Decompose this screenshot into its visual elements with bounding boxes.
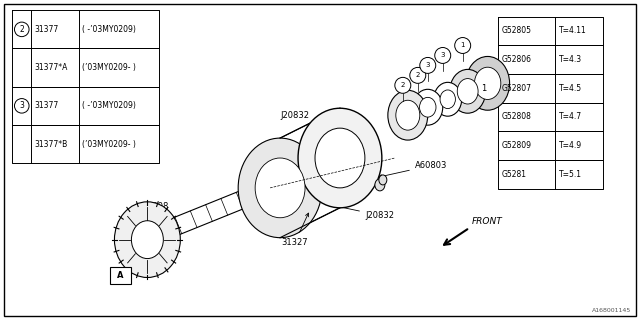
Text: A168001145: A168001145 xyxy=(592,308,631,313)
Text: G52807: G52807 xyxy=(502,84,532,93)
Ellipse shape xyxy=(413,89,443,125)
Text: T=4.3: T=4.3 xyxy=(559,55,582,64)
Ellipse shape xyxy=(238,138,322,238)
Circle shape xyxy=(15,22,29,36)
Text: A: A xyxy=(117,271,124,280)
Circle shape xyxy=(420,58,436,73)
Ellipse shape xyxy=(474,67,501,100)
Text: (’03MY0209- ): (’03MY0209- ) xyxy=(82,63,136,72)
Ellipse shape xyxy=(315,128,365,188)
Circle shape xyxy=(15,99,29,113)
Text: ( -’03MY0209): ( -’03MY0209) xyxy=(82,25,136,34)
Text: 31377*A: 31377*A xyxy=(35,63,68,72)
Text: 31377: 31377 xyxy=(35,25,59,34)
Text: G5281: G5281 xyxy=(502,170,527,179)
Text: T=4.5: T=4.5 xyxy=(559,84,582,93)
Text: T=4.7: T=4.7 xyxy=(559,113,582,122)
Text: G52806: G52806 xyxy=(502,55,532,64)
Text: A60803: A60803 xyxy=(378,161,447,178)
Text: 3: 3 xyxy=(440,52,445,59)
Text: 1: 1 xyxy=(460,43,465,49)
Circle shape xyxy=(475,79,493,97)
Ellipse shape xyxy=(379,175,387,185)
Ellipse shape xyxy=(388,90,428,140)
Text: 31377*B: 31377*B xyxy=(35,140,68,148)
Text: 2: 2 xyxy=(415,72,420,78)
Text: 15008: 15008 xyxy=(142,202,168,211)
Text: G52808: G52808 xyxy=(502,113,531,122)
Ellipse shape xyxy=(298,108,382,208)
Text: ( -’03MY0209): ( -’03MY0209) xyxy=(82,101,136,110)
Ellipse shape xyxy=(466,56,509,110)
Text: 1: 1 xyxy=(481,84,486,93)
Text: G52809: G52809 xyxy=(502,141,532,150)
Text: (’03MY0209- ): (’03MY0209- ) xyxy=(82,140,136,148)
Text: 31377: 31377 xyxy=(35,101,59,110)
Ellipse shape xyxy=(420,97,436,117)
Text: J20832: J20832 xyxy=(333,204,394,220)
Ellipse shape xyxy=(255,158,305,218)
Ellipse shape xyxy=(396,100,420,130)
Ellipse shape xyxy=(434,82,461,116)
Circle shape xyxy=(395,77,411,93)
Ellipse shape xyxy=(115,202,180,277)
Text: T=5.1: T=5.1 xyxy=(559,170,582,179)
Circle shape xyxy=(435,47,451,63)
Text: 2: 2 xyxy=(19,25,24,34)
Text: FRONT: FRONT xyxy=(472,217,502,226)
Text: J20832: J20832 xyxy=(280,111,337,146)
Ellipse shape xyxy=(440,90,456,108)
Ellipse shape xyxy=(450,69,486,113)
Ellipse shape xyxy=(375,179,385,191)
Text: G52805: G52805 xyxy=(502,27,532,36)
Text: 3: 3 xyxy=(426,62,430,68)
Ellipse shape xyxy=(131,221,163,259)
Text: 31327: 31327 xyxy=(282,213,308,247)
Text: 2: 2 xyxy=(401,82,405,88)
Circle shape xyxy=(410,68,426,83)
Circle shape xyxy=(454,37,470,53)
Text: T=4.11: T=4.11 xyxy=(559,27,587,36)
FancyBboxPatch shape xyxy=(110,267,131,284)
Ellipse shape xyxy=(457,79,478,104)
Text: 3: 3 xyxy=(19,101,24,110)
Text: T=4.9: T=4.9 xyxy=(559,141,582,150)
